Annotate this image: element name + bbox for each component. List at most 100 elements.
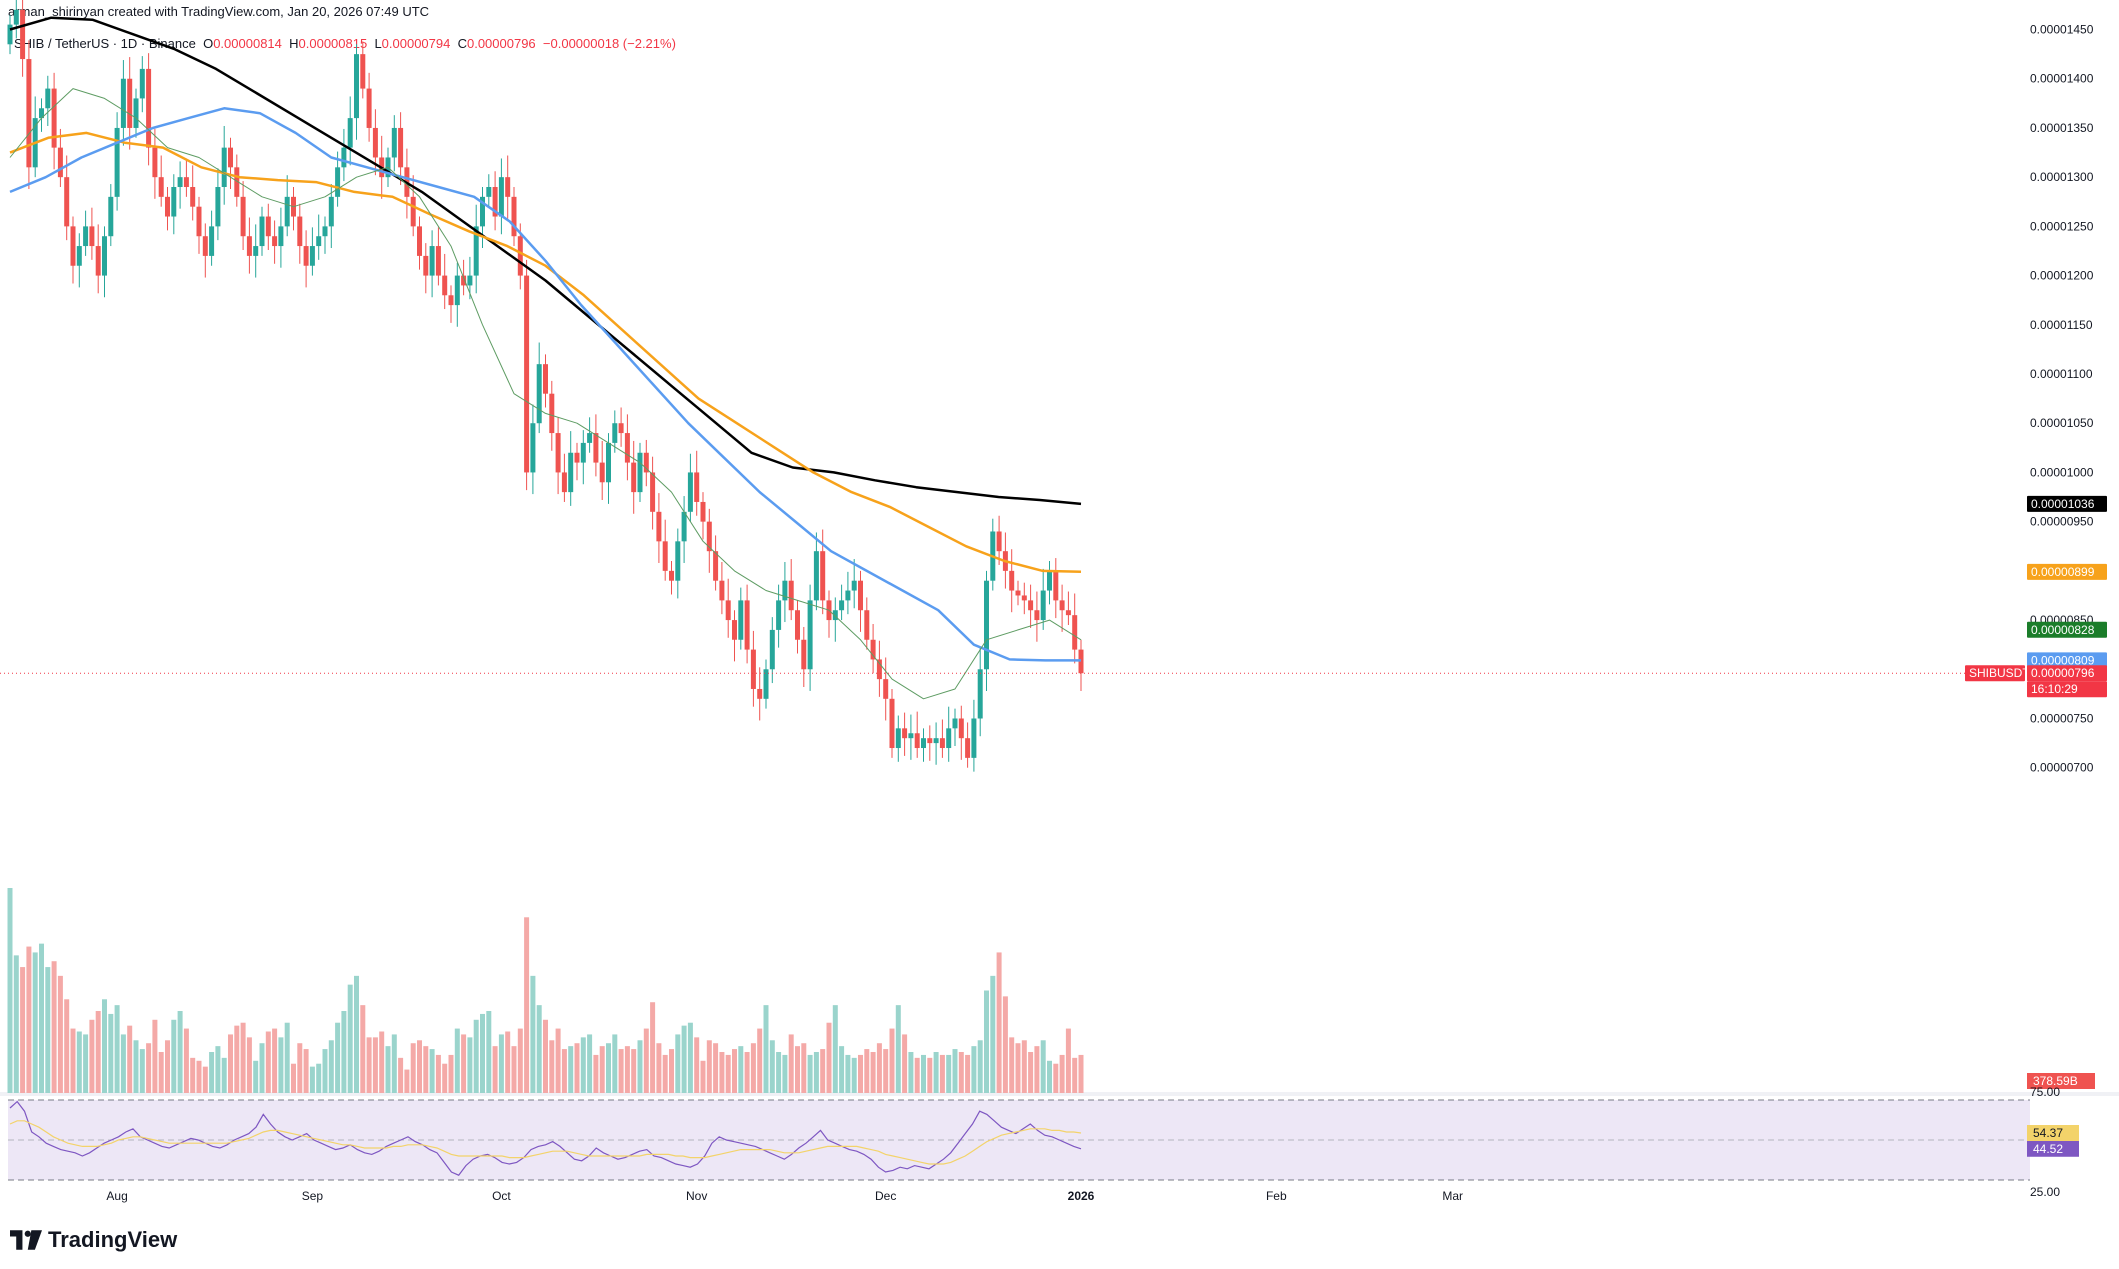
volume-bar: [839, 1046, 845, 1093]
volume-bar: [820, 1049, 826, 1093]
volume-bar: [933, 1052, 939, 1093]
volume-bar: [587, 1034, 593, 1093]
volume-bar: [291, 1063, 296, 1093]
candle-body: [921, 738, 926, 749]
volume-bar: [971, 1046, 977, 1093]
candle-body: [650, 472, 656, 512]
volume-bar: [57, 975, 63, 1093]
candle-body: [914, 733, 920, 749]
volume-bar: [750, 1043, 756, 1093]
time-tick-label: Dec: [875, 1189, 896, 1203]
volume-bar: [1009, 1037, 1015, 1093]
candle-body: [1059, 600, 1065, 611]
volume-bar: [543, 1019, 548, 1093]
candle-body: [127, 78, 133, 128]
candle-body: [587, 433, 593, 443]
candle-body: [246, 236, 252, 256]
volume-bar: [530, 975, 536, 1093]
rsi-badge-label: 44.52: [2033, 1142, 2063, 1156]
candle-body: [1015, 590, 1021, 596]
candle-body: [335, 167, 341, 197]
candle-body: [706, 521, 712, 552]
close-label: C: [457, 36, 467, 51]
candle-body: [26, 59, 32, 168]
price-badge-label: 0.00000899: [2031, 565, 2095, 579]
time-tick-label: Sep: [302, 1189, 324, 1203]
price-badge-label: SHIBUSDT: [1969, 666, 2030, 680]
volume-bar: [946, 1054, 952, 1093]
candle-body: [1065, 610, 1071, 616]
volume-bar: [637, 1040, 643, 1093]
candle-body: [883, 679, 889, 699]
candle-body: [391, 127, 397, 158]
volume-bar: [39, 943, 44, 1093]
volume-bar: [303, 1049, 309, 1093]
candle-body: [297, 216, 303, 247]
volume-bar: [347, 984, 353, 1093]
price-badge: [2027, 495, 2107, 512]
volume-bar: [209, 1052, 215, 1093]
volume-bar: [391, 1034, 397, 1093]
volume-bar: [763, 1005, 769, 1093]
volume-bar: [448, 1054, 454, 1093]
candle-body: [473, 226, 479, 276]
volume-bar: [120, 1034, 126, 1093]
candle-body: [656, 511, 662, 542]
candle-body: [782, 580, 788, 601]
volume-bar: [45, 967, 51, 1093]
candle-body: [410, 196, 416, 227]
candle-body: [549, 393, 555, 434]
volume-bar: [89, 1019, 95, 1093]
volume-bar: [662, 1054, 668, 1093]
candle-body: [1028, 600, 1034, 611]
volume-bar: [624, 1046, 630, 1093]
candle-body: [719, 580, 725, 601]
volume-bar: [505, 1031, 511, 1093]
candle-body: [259, 216, 265, 247]
candle-body: [864, 610, 870, 640]
volume-bar: [958, 1052, 964, 1093]
volume-badge: [2027, 1073, 2095, 1089]
candle-body: [612, 423, 618, 443]
candle-body: [839, 600, 845, 611]
volume-bar: [782, 1054, 788, 1093]
candle-body: [889, 698, 895, 749]
volume-bar: [643, 1028, 649, 1093]
volume-bar: [631, 1049, 637, 1093]
volume-bar: [398, 1057, 404, 1093]
volume-bar: [706, 1040, 712, 1093]
price-tick-label: 0.00000700: [2030, 761, 2094, 775]
candle-body: [776, 600, 782, 630]
candle-body: [57, 147, 63, 178]
volume-bar: [83, 1034, 89, 1093]
candle-body: [624, 433, 630, 463]
volume-bar: [606, 1043, 611, 1093]
tradingview-logo-text: TradingView: [48, 1227, 178, 1252]
volume-bar: [177, 1011, 183, 1093]
volume-bar: [498, 1034, 504, 1093]
time-tick-label: Nov: [686, 1189, 707, 1203]
candle-body: [228, 147, 233, 168]
volume-bar: [64, 999, 70, 1093]
candle-body: [1047, 570, 1052, 591]
volume-bar: [612, 1034, 618, 1093]
candle-body: [820, 551, 826, 601]
candle-body: [209, 226, 215, 256]
candle-body: [13, 9, 19, 25]
volume-bar: [328, 1040, 334, 1093]
candle-body: [486, 187, 492, 197]
volume-bar: [1047, 1060, 1052, 1093]
close-value: 0.00000796: [466, 36, 536, 51]
candle-body: [108, 196, 114, 237]
candle-body: [813, 551, 819, 601]
price-tick-label: 0.00000950: [2030, 515, 2094, 529]
volume-bar: [114, 1005, 120, 1093]
price-tick-label: 0.00001450: [2030, 23, 2094, 37]
candle-body: [196, 206, 202, 237]
volume-bar: [599, 1046, 605, 1093]
candle-body: [215, 187, 221, 227]
tradingview-logo-icon: [10, 1230, 42, 1250]
volume-bar: [385, 1046, 391, 1093]
low-value: 0.00000794: [381, 36, 451, 51]
